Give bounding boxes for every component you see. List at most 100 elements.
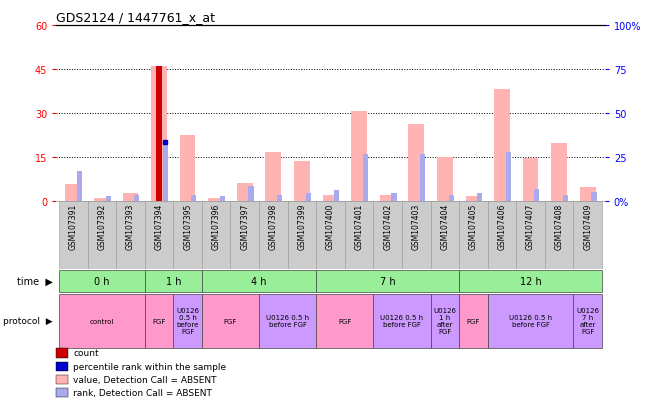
Text: value, Detection Call = ABSENT: value, Detection Call = ABSENT [73, 375, 217, 384]
Text: GSM107395: GSM107395 [183, 203, 192, 249]
Bar [459, 201, 488, 269]
Text: FGF: FGF [467, 318, 480, 324]
Bar [363, 154, 368, 201]
Text: GSM107402: GSM107402 [383, 203, 392, 249]
Bar [277, 195, 282, 201]
Bar [116, 201, 145, 269]
Bar [573, 294, 602, 348]
Bar [488, 294, 573, 348]
Bar [373, 201, 402, 269]
Bar [59, 201, 88, 269]
Text: GSM107397: GSM107397 [241, 203, 249, 249]
Text: count: count [73, 349, 99, 358]
Bar [145, 201, 173, 269]
Bar [202, 201, 231, 269]
Bar [305, 194, 311, 201]
Bar [459, 294, 488, 348]
Text: 1 h: 1 h [166, 276, 181, 286]
Bar [391, 194, 397, 201]
Bar [59, 270, 145, 292]
Bar [208, 199, 224, 201]
Bar [573, 201, 602, 269]
Text: GSM107401: GSM107401 [354, 203, 364, 249]
Bar [420, 154, 425, 201]
Bar [494, 90, 510, 201]
Text: GSM107394: GSM107394 [155, 203, 163, 249]
Text: U0126
0.5 h
before
FGF: U0126 0.5 h before FGF [176, 308, 199, 335]
Bar [231, 201, 259, 269]
Bar [580, 188, 596, 201]
Bar [191, 195, 196, 201]
Text: protocol  ▶: protocol ▶ [3, 317, 53, 325]
Text: control: control [90, 318, 114, 324]
Bar [259, 201, 288, 269]
Bar [294, 161, 310, 201]
Text: GSM107399: GSM107399 [297, 203, 307, 249]
Bar [523, 159, 538, 201]
Bar [88, 201, 116, 269]
Bar [334, 191, 339, 201]
Bar [449, 195, 453, 201]
Text: GSM107391: GSM107391 [69, 203, 78, 249]
Bar [437, 157, 453, 201]
Bar [249, 187, 254, 201]
Text: rank, Detection Call = ABSENT: rank, Detection Call = ABSENT [73, 388, 212, 397]
Bar [534, 190, 539, 201]
Bar [157, 66, 162, 201]
Text: 7 h: 7 h [380, 276, 395, 286]
Bar [545, 201, 573, 269]
Bar [477, 194, 483, 201]
Bar [402, 201, 430, 269]
Bar [351, 112, 367, 201]
Bar [173, 294, 202, 348]
Text: GSM107398: GSM107398 [269, 203, 278, 249]
Bar [202, 294, 259, 348]
Bar [151, 66, 167, 201]
Bar [459, 270, 602, 292]
Bar [288, 201, 316, 269]
Text: 4 h: 4 h [251, 276, 267, 286]
Text: GSM107403: GSM107403 [412, 203, 420, 249]
Bar [202, 270, 316, 292]
Text: U0126
7 h
after
FGF: U0126 7 h after FGF [576, 308, 599, 335]
Text: GSM107393: GSM107393 [126, 203, 135, 249]
Bar [145, 270, 202, 292]
Bar [316, 270, 459, 292]
Bar [506, 153, 511, 201]
Text: GSM107407: GSM107407 [526, 203, 535, 249]
Text: GSM107400: GSM107400 [326, 203, 335, 249]
Bar [77, 172, 82, 201]
Text: FGF: FGF [224, 318, 237, 324]
Bar [145, 294, 173, 348]
Text: GSM107408: GSM107408 [555, 203, 564, 249]
Bar [65, 185, 81, 201]
Text: GSM107396: GSM107396 [212, 203, 221, 249]
Bar [59, 294, 145, 348]
Bar [180, 135, 196, 201]
Text: percentile rank within the sample: percentile rank within the sample [73, 362, 227, 371]
Text: FGF: FGF [338, 318, 352, 324]
Bar [345, 201, 373, 269]
Bar [266, 153, 281, 201]
Bar [516, 201, 545, 269]
Text: GSM107404: GSM107404 [440, 203, 449, 249]
Bar [592, 192, 596, 201]
Text: U0126 0.5 h
before FGF: U0126 0.5 h before FGF [380, 315, 424, 328]
Bar [465, 197, 481, 201]
Text: U0126 0.5 h
before FGF: U0126 0.5 h before FGF [509, 315, 552, 328]
Text: U0126
1 h
after
FGF: U0126 1 h after FGF [434, 308, 456, 335]
Text: FGF: FGF [153, 318, 166, 324]
Text: 12 h: 12 h [520, 276, 541, 286]
Bar [259, 294, 316, 348]
Bar [430, 201, 459, 269]
Bar [106, 197, 111, 201]
Text: U0126 0.5 h
before FGF: U0126 0.5 h before FGF [266, 315, 309, 328]
Text: time  ▶: time ▶ [17, 276, 53, 286]
Text: GSM107409: GSM107409 [583, 203, 592, 249]
Bar [430, 294, 459, 348]
Text: GSM107406: GSM107406 [498, 203, 506, 249]
Bar [173, 201, 202, 269]
Text: 0 h: 0 h [94, 276, 110, 286]
Text: GDS2124 / 1447761_x_at: GDS2124 / 1447761_x_at [56, 12, 215, 24]
Bar [134, 195, 139, 201]
